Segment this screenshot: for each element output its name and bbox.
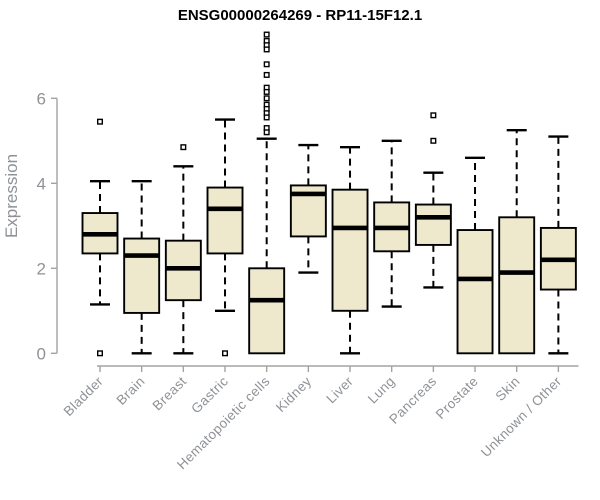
- y-tick-label: 6: [37, 89, 46, 108]
- iqr-box: [206, 186, 244, 255]
- outlier-point: [222, 350, 229, 357]
- iqr-box: [414, 203, 452, 246]
- boxplot-liver: [331, 145, 369, 355]
- outlier-point: [263, 95, 270, 102]
- y-tick-label: 0: [37, 344, 46, 363]
- y-tick-label: 2: [37, 259, 46, 278]
- x-tick-label-skin: Skin: [493, 374, 523, 404]
- boxplot-hematopoietic-cells: [248, 31, 286, 355]
- boxplot-brain: [123, 179, 161, 355]
- boxplot-lung: [373, 139, 411, 308]
- x-tick-label-lung: Lung: [365, 374, 398, 407]
- x-tick-label-breast: Breast: [150, 374, 190, 414]
- x-tick-label-liver: Liver: [323, 373, 356, 406]
- boxplot-unknown-other: [539, 135, 577, 355]
- outlier-point: [263, 114, 270, 121]
- boxplot-prostate: [456, 156, 494, 355]
- x-tick-label-prostate: Prostate: [433, 374, 481, 422]
- iqr-box: [456, 229, 494, 355]
- outlier-point: [96, 118, 103, 125]
- boxplot-gastric: [206, 118, 244, 357]
- x-tick-label-brain: Brain: [113, 374, 147, 408]
- x-tick-label-kidney: Kidney: [273, 374, 314, 415]
- boxplot-skin: [498, 128, 536, 355]
- iqr-box: [248, 267, 286, 355]
- outlier-point: [263, 46, 270, 53]
- boxplot-kidney: [289, 143, 327, 274]
- outlier-point: [263, 129, 270, 136]
- boxplot-pancreas: [414, 112, 452, 289]
- boxplot-breast: [164, 144, 202, 355]
- outlier-point: [263, 71, 270, 78]
- iqr-box: [123, 237, 161, 314]
- x-tick-label-bladder: Bladder: [61, 373, 107, 419]
- outlier-point: [430, 112, 437, 119]
- outlier-point: [263, 31, 270, 38]
- y-tick-label: 4: [37, 174, 46, 193]
- y-axis-label: Expression: [2, 154, 21, 238]
- x-tick-label-unknown-other: Unknown / Other: [478, 373, 565, 460]
- outlier-point: [263, 88, 270, 95]
- iqr-box: [498, 216, 536, 355]
- iqr-box: [331, 188, 369, 312]
- chart-title: ENSG00000264269 - RP11-15F12.1: [178, 7, 422, 24]
- outlier-point: [430, 137, 437, 144]
- outlier-point: [180, 144, 187, 151]
- outlier-point: [263, 61, 270, 68]
- outlier-point: [96, 350, 103, 357]
- boxplot-bladder: [81, 118, 119, 357]
